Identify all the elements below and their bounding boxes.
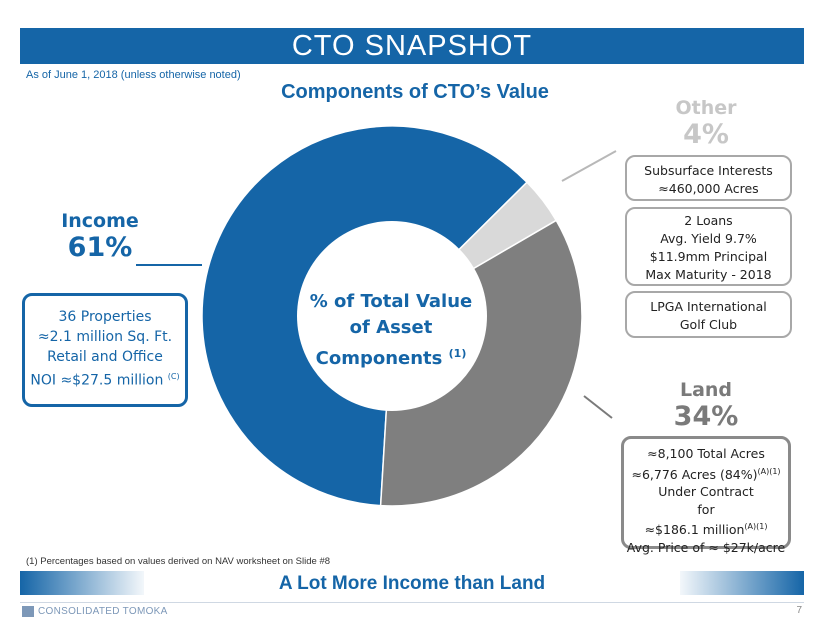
income-percent: 61% bbox=[67, 232, 133, 263]
page-number: 7 bbox=[796, 605, 802, 616]
land-details-box: ≈8,100 Total Acres ≈6,776 Acres (84%)(A)… bbox=[621, 436, 791, 555]
tagline-gradient-left bbox=[20, 571, 144, 595]
income-name: Income bbox=[61, 210, 139, 232]
subsurface-box: Subsurface Interests ≈460,000 Acres bbox=[625, 155, 792, 201]
as-of-date: As of June 1, 2018 (unless otherwise not… bbox=[26, 69, 241, 81]
other-label: Other 4% bbox=[656, 97, 756, 151]
footer-divider bbox=[20, 602, 804, 603]
loans-box: 2 Loans Avg. Yield 9.7% $11.9mm Principa… bbox=[625, 207, 792, 286]
land-percent: 34% bbox=[673, 401, 739, 432]
land-name: Land bbox=[679, 379, 733, 401]
land-leader-line bbox=[583, 395, 613, 419]
other-percent: 4% bbox=[683, 119, 729, 150]
footnote: (1) Percentages based on values derived … bbox=[26, 556, 331, 567]
company-logo-icon bbox=[22, 606, 34, 617]
page-title: CTO SNAPSHOT bbox=[20, 28, 804, 64]
land-label: Land 34% bbox=[656, 379, 756, 433]
other-leader-line bbox=[561, 150, 617, 182]
chart-title: Components of CTO’s Value bbox=[281, 81, 549, 103]
lpga-box: LPGA International Golf Club bbox=[625, 291, 792, 338]
income-details-box: 36 Properties ≈2.1 million Sq. Ft. Retai… bbox=[22, 293, 188, 407]
other-name: Other bbox=[675, 97, 737, 119]
donut-center-label: % of Total Value of Asset Components (1) bbox=[309, 291, 473, 369]
income-leader-line bbox=[136, 264, 202, 266]
slice-land bbox=[379, 219, 583, 507]
donut-hole bbox=[297, 221, 487, 411]
footer-company: CONSOLIDATED TOMOKA bbox=[38, 606, 168, 617]
tagline: A Lot More Income than Land bbox=[278, 573, 546, 594]
income-label: Income 61% bbox=[44, 210, 156, 264]
tagline-gradient-right bbox=[680, 571, 804, 595]
